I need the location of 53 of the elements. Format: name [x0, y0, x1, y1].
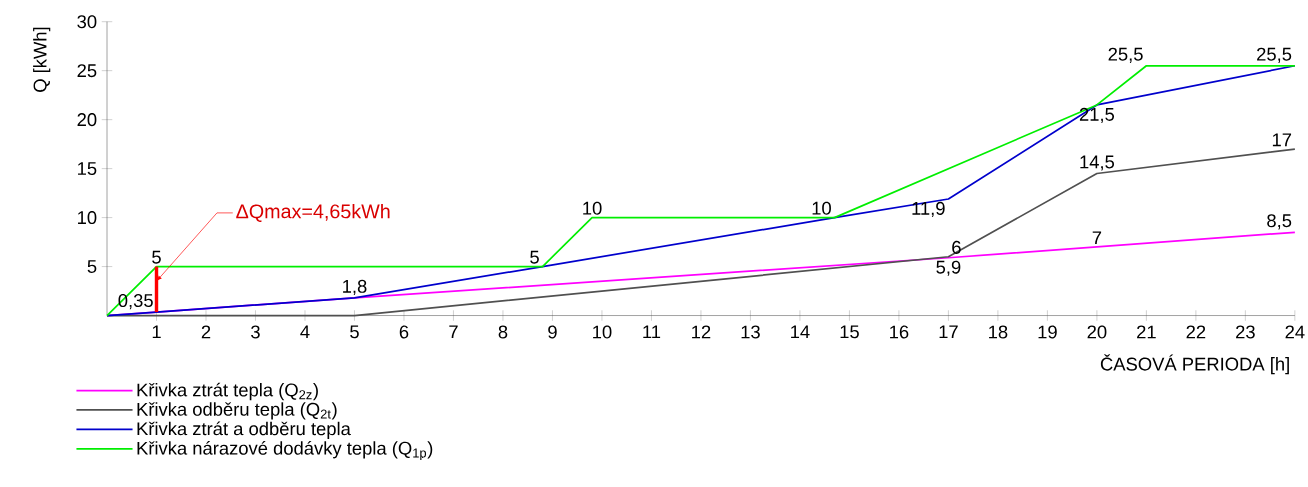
x-tick-label: 14	[791, 325, 810, 339]
x-tick-label: 24	[1285, 325, 1305, 339]
x-tick-label: 17	[939, 325, 958, 339]
annotation: 0,35	[118, 293, 153, 310]
y-tick-label: 15	[78, 162, 97, 175]
x-tick-label: 3	[251, 325, 260, 339]
x-tick-label: 8	[498, 325, 508, 339]
annotation: 14,5	[1080, 155, 1115, 171]
x-tick-label: 6	[399, 325, 409, 339]
annotation: 6	[952, 240, 961, 254]
y-tick-label: 25	[77, 64, 97, 78]
annotation: 25,5	[1108, 47, 1143, 63]
y-tick-label: 30	[77, 15, 97, 29]
y-tick-label: 5	[87, 260, 97, 273]
annotation: 21,5	[1079, 107, 1115, 123]
x-tick-label: 2	[201, 325, 211, 339]
x-tick-label: 15	[840, 325, 859, 339]
legend-label: Křivka odběru tepla (Q$_{2t}$)	[137, 402, 337, 420]
annotation: 5	[152, 250, 161, 264]
x-tick-label: 18	[989, 325, 1008, 339]
x-tick-label: 21	[1137, 325, 1156, 339]
annotation: 25,5	[1257, 47, 1292, 63]
legend-label: Křivka nárazové dodávky tepla (Q$_{1p}$)	[137, 440, 433, 461]
x-tick-label: 9	[548, 325, 557, 339]
legend-label: Křivka ztrát a odběru tepla	[137, 421, 351, 439]
annotation: 10	[583, 201, 602, 215]
x-tick-label: 12	[692, 325, 711, 339]
annotation: 5	[530, 250, 539, 264]
x-tick-label: 19	[1038, 325, 1057, 339]
y-tick-label: 10	[78, 211, 97, 225]
x-tick-label: 10	[593, 325, 612, 339]
annotation: 1,8	[343, 279, 367, 295]
annotation: 7	[1092, 231, 1102, 245]
x-tick-label: 5	[350, 325, 359, 339]
x-tick-label: 11	[643, 325, 661, 339]
y-tick-label: 20	[77, 113, 97, 127]
y-axis-title: Q [kWh]	[33, 27, 51, 92]
annotation: 17	[1272, 133, 1292, 147]
x-tick-label: 22	[1186, 325, 1206, 339]
annotation: 5,9	[936, 260, 961, 276]
annotation: ΔQmax=4,65kWh	[236, 203, 390, 222]
x-tick-label: 7	[449, 325, 458, 339]
x-tick-label: 13	[741, 325, 760, 339]
x-tick-label: 20	[1087, 325, 1107, 339]
legend-label: Křivka ztrát tepla (Q$_{2z}$)	[137, 382, 318, 401]
annotation: 10	[812, 201, 831, 215]
x-tick-label: 16	[890, 325, 909, 339]
annotation: 8,5	[1267, 214, 1292, 230]
x-tick-label: 23	[1236, 325, 1255, 339]
x-axis-title: ČASOVÁ PERIODA [h]	[1100, 354, 1289, 375]
x-tick-label: 4	[300, 325, 310, 339]
annotation: 11,9	[912, 201, 945, 218]
x-tick-label: 1	[152, 325, 161, 339]
